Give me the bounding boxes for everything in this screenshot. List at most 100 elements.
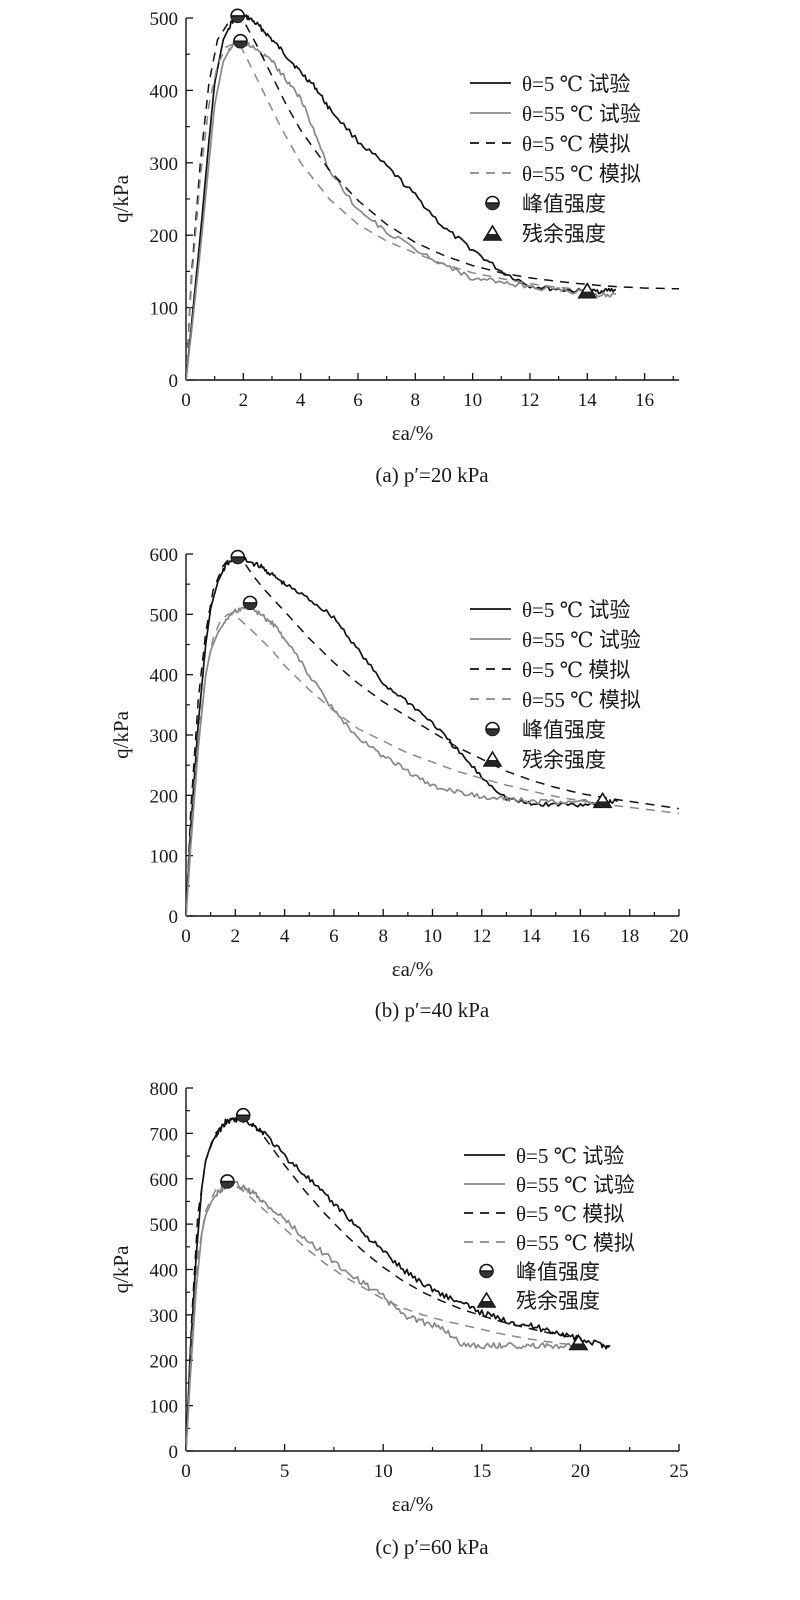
peak-strength-marker [220,1174,235,1189]
series-line-2 [186,1180,581,1451]
legend-label: 残余强度 [522,222,606,246]
residual-strength-marker-fill [578,291,596,298]
residual-strength-marker-fill [569,1343,587,1350]
plot-area [186,554,679,916]
x-tick-label: 14 [522,926,542,947]
legend-label: θ=55 ℃ 模拟 [522,162,641,186]
legend-peak-icon [485,195,500,211]
series-line-3 [186,17,679,380]
x-tick-label: 6 [353,390,363,411]
y-tick-label: 600 [150,545,179,566]
legend-label: 峰值强度 [516,1260,600,1284]
peak-strength-marker-fill [231,557,245,564]
legend-peak-icon-fill [486,729,499,736]
x-tick-label: 0 [181,926,191,947]
x-tick-label: 8 [378,926,388,947]
plot-area [186,1115,611,1451]
legend-residual-icon [482,224,503,241]
legend: θ=5 ℃ 试验 θ=55 ℃ 试验 θ=5 ℃ 模拟 θ=55 ℃ 模拟峰值强度残余… [464,1144,635,1313]
legend-label: θ=5 ℃ 试验 [522,72,630,96]
x-tick-label: 15 [472,1461,491,1482]
series-line-2 [186,38,617,380]
x-tick-label: 16 [571,926,590,947]
peak-strength-marker-fill [233,41,247,48]
panel-caption: (c) p′=60 kPa [375,1535,489,1559]
y-axis-title: q/kPa [109,174,133,223]
legend-label: 残余强度 [516,1289,600,1313]
legend-label: θ=55 ℃ 试验 [522,628,641,652]
y-tick-label: 700 [150,1124,179,1145]
x-tick-label: 12 [520,390,539,411]
x-tick-label: 6 [329,926,339,947]
x-tick-label: 2 [231,926,241,947]
y-tick-label: 800 [150,1079,179,1100]
x-tick-label: 16 [635,390,654,411]
series-line-4 [186,613,679,916]
legend-residual-icon-fill [484,234,501,240]
x-axis-title: εa/% [392,1492,433,1516]
y-tick-label: 300 [150,1306,179,1327]
x-tick-label: 10 [374,1461,393,1482]
legend-label: 残余强度 [522,748,606,772]
x-tick-label: 2 [239,390,249,411]
legend-peak-icon [485,721,500,737]
residual-strength-marker [568,1333,589,1351]
x-tick-label: 0 [181,1461,191,1482]
y-tick-label: 200 [150,786,179,807]
y-tick-label: 200 [150,1351,179,1372]
x-tick-label: 10 [423,926,442,947]
legend-label: θ=5 ℃ 模拟 [516,1202,624,1226]
legend-label: 峰值强度 [522,718,606,742]
y-tick-label: 0 [169,1442,179,1463]
legend: θ=5 ℃ 试验 θ=55 ℃ 试验 θ=5 ℃ 模拟 θ=55 ℃ 模拟峰值强度残余… [470,72,641,246]
legend-label: θ=55 ℃ 试验 [522,102,641,126]
x-tick-label: 14 [578,390,598,411]
legend-label: θ=55 ℃ 模拟 [522,688,641,712]
y-tick-label: 0 [169,907,179,928]
x-tick-label: 10 [463,390,482,411]
peak-strength-marker [230,549,246,565]
legend-label: θ=5 ℃ 试验 [516,1144,624,1168]
peak-strength-marker [242,595,258,611]
legend-residual-icon-fill [484,760,501,766]
y-tick-label: 100 [150,299,179,320]
legend-label: θ=55 ℃ 模拟 [516,1231,635,1255]
panel-caption: (b) p′=40 kPa [375,998,490,1022]
series-line-4 [186,42,588,380]
y-axis-title: q/kPa [109,1245,133,1294]
x-tick-label: 20 [670,926,689,947]
legend-peak-icon-fill [486,203,499,210]
legend-label: 峰值强度 [522,192,606,216]
plot-area [186,13,679,380]
legend-residual-icon-fill [478,1301,495,1307]
peak-strength-marker [233,33,248,49]
series-line-4 [186,1182,581,1451]
y-tick-label: 100 [150,1397,179,1418]
x-tick-label: 8 [411,390,421,411]
series-line-3 [186,555,679,916]
y-tick-label: 600 [150,1170,179,1191]
legend-label: θ=5 ℃ 模拟 [522,132,630,156]
x-axis-title: εa/% [392,957,433,981]
x-tick-label: 0 [181,390,191,411]
series-line-1 [186,13,617,380]
x-axis-title: εa/% [392,421,433,445]
x-tick-label: 4 [296,390,306,411]
series-line-3 [186,1115,581,1451]
x-tick-label: 20 [571,1461,590,1482]
peak-strength-marker-fill [231,15,245,23]
legend-residual-icon [482,750,503,767]
legend: θ=5 ℃ 试验 θ=55 ℃ 试验 θ=5 ℃ 模拟 θ=55 ℃ 模拟峰值强度残余… [470,598,641,772]
x-tick-label: 4 [280,926,290,947]
y-tick-label: 200 [150,226,179,247]
peak-strength-marker [235,1107,251,1123]
y-tick-label: 100 [150,847,179,868]
x-tick-label: 18 [620,926,639,947]
series-line-2 [186,603,606,916]
chart-panel-3: 0 5 10 15 20 25 0 100 200 300 400 500 600 700 800 q/kPa… [109,1079,689,1559]
y-tick-label: 400 [150,1261,179,1282]
chart-panel-1: 0 2 4 6 8 10 12 14 16 0 100 200 300 400 500 q/kPa εa/% (a… [109,8,679,487]
x-tick-label: 25 [670,1461,689,1482]
